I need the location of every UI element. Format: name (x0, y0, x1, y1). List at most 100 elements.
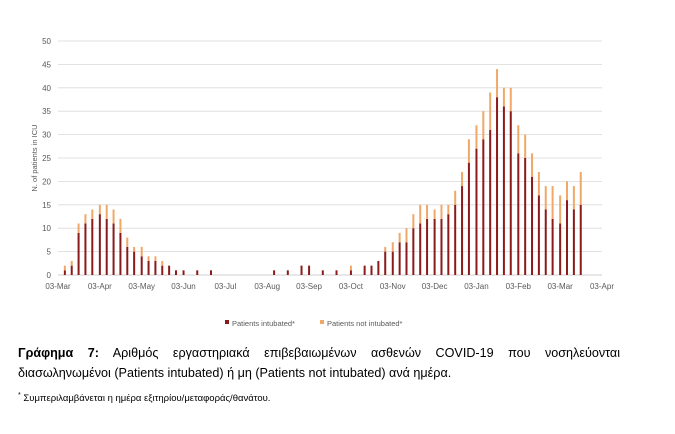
x-tick-label: 03-Mar (547, 282, 573, 291)
bar-intubated (98, 214, 101, 275)
x-tick-label: 03-Dec (422, 282, 448, 291)
bar-not-intubated (489, 92, 492, 130)
x-tick-label: 03-Apr (88, 282, 112, 291)
bar-not-intubated (412, 214, 415, 229)
bar-intubated (168, 265, 171, 275)
bar-intubated (384, 251, 387, 275)
bar-intubated (531, 176, 534, 275)
bar-not-intubated (405, 228, 408, 243)
y-tick-label: 35 (42, 107, 51, 116)
figure-caption-text-1: Αριθμός εργαστηριακά επιβεβαιωμένων ασθε… (112, 346, 621, 360)
bar-intubated (391, 251, 394, 275)
x-tick-label: 03-Nov (380, 282, 406, 291)
footnote-text: Συμπεριλαμβάνεται η ημέρα εξιτηρίου/μετα… (23, 393, 271, 405)
bar-not-intubated (384, 246, 387, 252)
bar-not-intubated (454, 190, 457, 205)
legend-label-intubated: Patients intubated* (232, 319, 295, 328)
y-tick-label: 0 (47, 271, 52, 280)
x-tick-label: 03-Aug (254, 282, 280, 291)
bar-not-intubated (509, 87, 512, 112)
bar-not-intubated (77, 223, 80, 233)
bar-not-intubated (566, 181, 569, 201)
bar-not-intubated (447, 204, 450, 215)
bar-not-intubated (517, 125, 520, 154)
bar-intubated (182, 270, 185, 275)
bar-not-intubated (84, 214, 87, 224)
bar-intubated (544, 209, 547, 275)
x-tick-label: 03-Oct (339, 282, 364, 291)
legend: Patients intubated* Patients not intubat… (225, 319, 403, 328)
bar-not-intubated (461, 172, 464, 187)
bar-intubated (398, 242, 401, 275)
legend-label-not-intubated: Patients not intubated* (327, 319, 403, 328)
bar-intubated (579, 204, 582, 275)
bar-not-intubated (524, 134, 527, 158)
bar-not-intubated (391, 242, 394, 252)
bar-intubated (154, 260, 157, 275)
figure-caption-line-1: Γράφημα 7: Αριθμός εργαστηριακά επιβεβαι… (18, 343, 620, 363)
bar-intubated (140, 256, 143, 275)
y-tick-label: 25 (42, 154, 51, 163)
bar-not-intubated (398, 232, 401, 243)
bars (63, 69, 582, 276)
legend-swatch-not-intubated (320, 320, 324, 324)
bar-intubated (147, 260, 150, 275)
bar-not-intubated (63, 265, 66, 271)
bar-intubated (412, 228, 415, 275)
bar-intubated (502, 106, 505, 276)
bar-not-intubated (440, 204, 443, 219)
bar-not-intubated (112, 209, 115, 224)
bar-intubated (496, 97, 499, 275)
bar-not-intubated (475, 125, 478, 149)
bar-not-intubated (140, 246, 143, 257)
bar-intubated (537, 195, 540, 275)
bar-intubated (454, 204, 457, 275)
bar-intubated (119, 232, 122, 275)
footnote-mark: * (18, 392, 21, 399)
bar-intubated (349, 270, 352, 275)
bar-intubated (161, 265, 164, 275)
bar-intubated (433, 218, 436, 275)
bar-not-intubated (105, 204, 108, 219)
bar-intubated (126, 246, 129, 275)
bar-intubated (524, 158, 527, 275)
bar-intubated (551, 218, 554, 275)
bar-intubated (196, 270, 199, 275)
bar-intubated (286, 270, 289, 275)
bar-intubated (461, 186, 464, 275)
bar-not-intubated (482, 111, 485, 140)
bar-intubated (447, 214, 450, 275)
bar-not-intubated (70, 260, 73, 266)
bar-intubated (559, 223, 562, 275)
bar-intubated (77, 232, 80, 275)
bar-intubated (482, 139, 485, 275)
bar-intubated (84, 223, 87, 275)
bar-not-intubated (426, 204, 429, 219)
bar-intubated (335, 270, 338, 275)
bar-intubated (370, 265, 373, 275)
y-tick-label: 20 (42, 177, 51, 186)
bar-intubated (308, 265, 311, 275)
bar-intubated (467, 162, 470, 275)
x-tick-label: 03-Sep (296, 282, 322, 291)
bar-intubated (209, 270, 212, 275)
y-tick-label: 45 (42, 60, 51, 69)
bar-intubated (363, 265, 366, 275)
bar-not-intubated (496, 69, 499, 98)
bar-not-intubated (544, 186, 547, 210)
bar-not-intubated (537, 172, 540, 196)
x-tick-labels: 03-Mar 03-Apr 03-May 03-Jun 03-Jul 03-Aug 03-S… (45, 282, 614, 291)
bar-not-intubated (551, 186, 554, 219)
bar-not-intubated (433, 209, 436, 219)
bar-intubated (105, 218, 108, 275)
bar-not-intubated (572, 186, 575, 210)
y-tick-label: 15 (42, 201, 51, 210)
bar-not-intubated (147, 256, 150, 261)
y-tick-label: 50 (42, 37, 51, 46)
bar-not-intubated (467, 139, 470, 163)
y-tick-labels: 0 5 10 15 20 25 30 35 40 45 50 (42, 37, 51, 280)
y-axis-label: N. of patients in ICU (30, 124, 39, 191)
bar-intubated (63, 270, 66, 275)
x-tick-label: 03-Mar (45, 282, 71, 291)
